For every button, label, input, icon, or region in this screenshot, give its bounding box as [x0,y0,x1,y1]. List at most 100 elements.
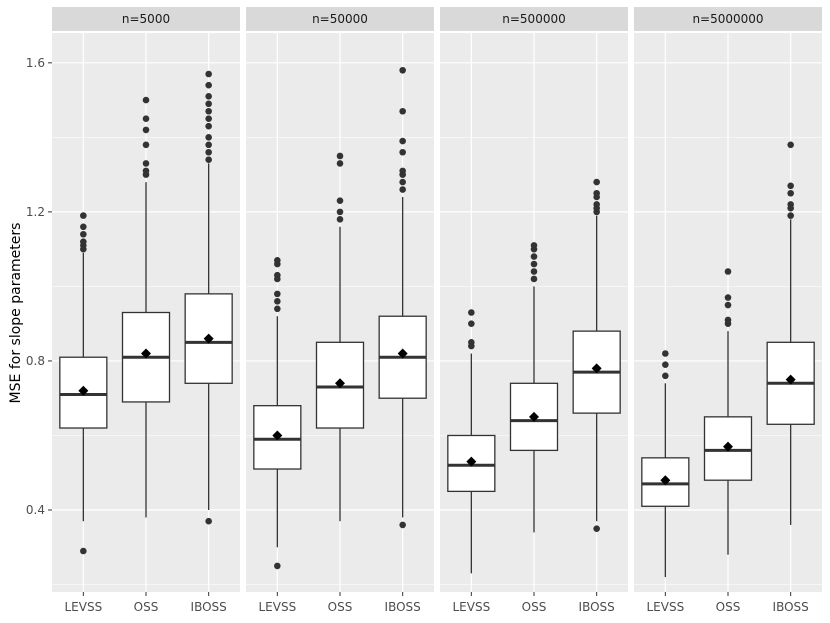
outlier-point [787,182,794,190]
mean-marker [723,441,733,452]
outlier-point [787,141,794,149]
outlier-point [336,160,344,167]
outlier-point [399,148,406,156]
boxplot-oss [121,96,171,518]
outlier-point [274,305,281,313]
facet-strip [246,7,434,31]
outlier-point [593,201,600,208]
boxplot-oss [703,268,753,555]
x-tick-label: LEVSS [258,600,296,614]
mean-marker [203,333,214,344]
outlier-point [468,320,475,327]
outlier-point [530,275,538,283]
outlier-point [274,562,281,570]
y-axis: 0.4 0.8 1.2 1.6 [26,56,52,517]
outlier-point [468,339,475,346]
boxplot-oss [315,152,365,522]
outlier-point [80,238,87,245]
x-tick-label: OSS [134,600,159,614]
outlier-point [724,301,732,309]
boxplot-iboss [766,141,815,525]
outlier-point [724,294,732,301]
y-tick-label: 1.6 [26,56,45,70]
outlier-point [662,350,669,357]
outlier-point [205,156,212,164]
facet-strip-label: n=5000 [122,12,170,26]
outlier-point [142,160,150,167]
boxplot-iboss [572,178,621,532]
outlier-point [205,134,212,141]
outlier-point [399,521,406,529]
outlier-point [205,122,212,130]
facet-panel: n=5000000 LEVSS OSS IBOSS [634,7,822,614]
outlier-point [205,148,212,156]
facet-strip [52,7,240,31]
outlier-point [399,66,406,74]
outlier-point [142,141,150,149]
outlier-point [593,525,600,532]
x-tick-label: IBOSS [385,600,421,614]
boxplot-iboss [378,66,427,529]
outlier-point [336,152,344,160]
outlier-point [274,271,281,279]
facet-strip-label: n=500000 [502,12,565,26]
x-tick-label: IBOSS [773,600,809,614]
outlier-point [80,212,87,219]
boxplot-levss [253,257,302,570]
outlier-point [787,201,794,208]
outlier-point [399,137,406,145]
outlier-point [662,361,669,368]
outlier-point [336,208,344,216]
outlier-point [205,93,212,100]
x-tick-label: OSS [328,600,353,614]
mean-marker [141,348,151,359]
y-axis-title: MSE for slope parameters [8,223,24,404]
boxplot-levss [59,212,108,555]
outlier-point [205,141,212,149]
y-tick-label: 0.8 [26,354,45,368]
facet-strip [634,7,822,31]
outlier-point [205,70,212,78]
outlier-point [724,316,732,324]
x-tick-label: LEVSS [64,600,102,614]
mean-marker [272,430,283,441]
outlier-point [142,96,150,104]
outlier-point [80,223,87,231]
outlier-point [142,115,150,123]
outlier-point [205,81,212,89]
outlier-point [593,178,600,186]
mean-marker [591,363,602,374]
outlier-point [205,517,212,525]
x-tick-label: OSS [522,600,547,614]
boxplot-oss [509,242,559,533]
facet-panel: n=500000 LEVSS OSS IBOSS [440,7,628,614]
x-tick-label: LEVSS [452,600,490,614]
x-tick-label: IBOSS [579,600,615,614]
mean-marker [785,374,796,385]
facet-strip [440,7,628,31]
mean-marker [397,348,408,359]
outlier-point [787,212,794,219]
outlier-point [142,126,150,134]
outlier-point [724,268,732,275]
outlier-point [399,167,406,175]
outlier-point [274,298,281,305]
outlier-point [787,189,794,197]
outlier-point [530,242,538,249]
facet-strip-label: n=50000 [312,12,368,26]
outlier-point [336,197,344,204]
boxplot-iboss [184,70,233,525]
mean-marker [529,411,539,422]
facet-panel: n=5000 LEVSS OSS IBOSS [52,7,240,614]
mean-marker [335,378,345,389]
outlier-point [399,186,406,193]
boxplot-levss [447,309,496,574]
outlier-point [205,100,212,108]
x-tick-label: OSS [716,600,741,614]
facet-strip-label: n=5000000 [692,12,763,26]
x-tick-label: IBOSS [191,600,227,614]
outlier-point [399,107,406,115]
mean-marker [78,385,89,396]
boxplot-levss [641,350,690,578]
